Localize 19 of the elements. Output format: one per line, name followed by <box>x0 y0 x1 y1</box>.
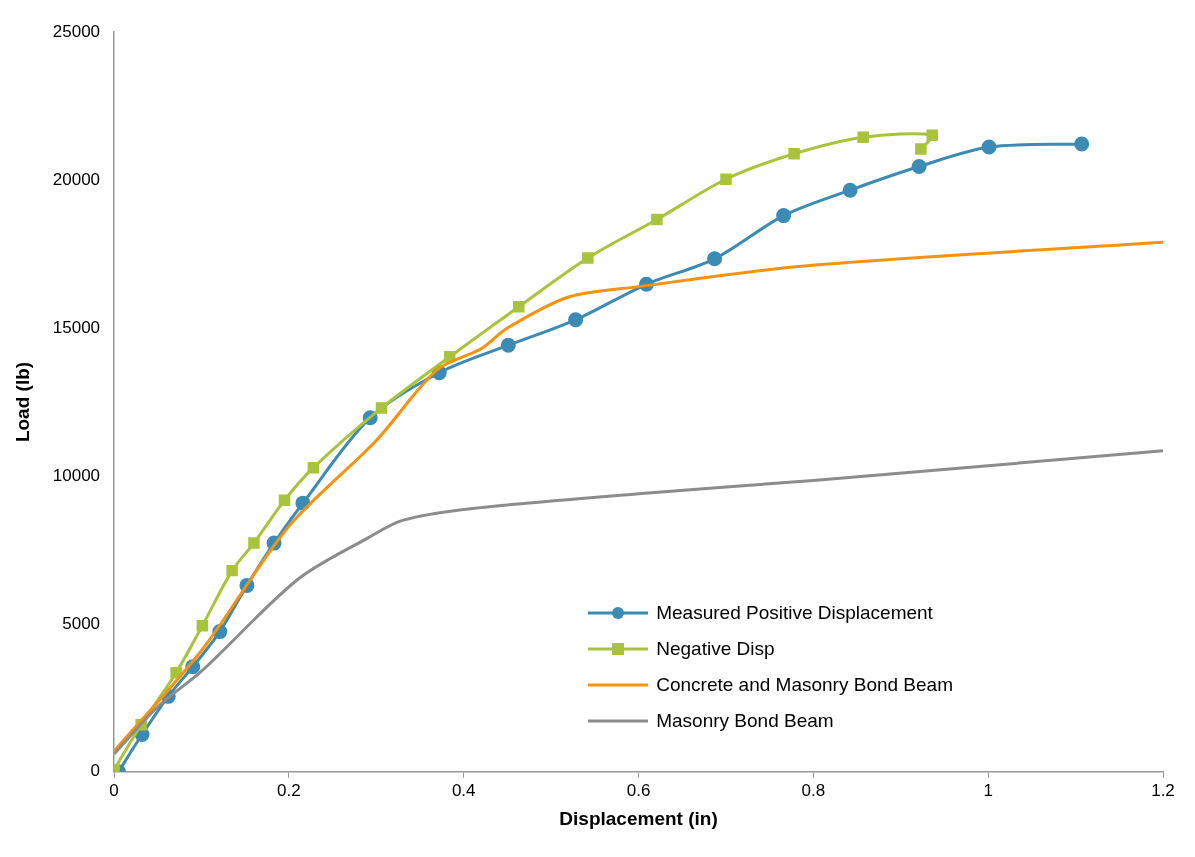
legend-label: Negative Disp <box>656 638 775 660</box>
x-tick-label: 1 <box>983 780 993 800</box>
x-tick-label: 0.8 <box>801 780 826 800</box>
x-tick-label: 1.2 <box>1151 780 1175 800</box>
y-tick-label: 10000 <box>52 465 101 485</box>
x-axis-title: Displacement (in) <box>559 807 718 829</box>
y-tick-label: 20000 <box>52 169 101 189</box>
x-tick-label: 0.4 <box>451 780 476 800</box>
y-tick-label: 25000 <box>52 21 101 41</box>
y-axis-title: Load (lb) <box>11 361 33 443</box>
x-tick-label: 0 <box>109 780 119 800</box>
y-tick-label: 5000 <box>62 613 101 633</box>
y-tick-label: 15000 <box>52 317 101 337</box>
y-tick-label: 0 <box>90 761 101 781</box>
x-tick-label: 0.6 <box>626 780 651 800</box>
legend-label: Concrete and Masonry Bond Beam <box>656 674 953 696</box>
x-tick-label: 0.2 <box>277 780 301 800</box>
legend-label: Masonry Bond Beam <box>656 710 834 732</box>
legend-label: Measured Positive Displacement <box>656 602 933 624</box>
